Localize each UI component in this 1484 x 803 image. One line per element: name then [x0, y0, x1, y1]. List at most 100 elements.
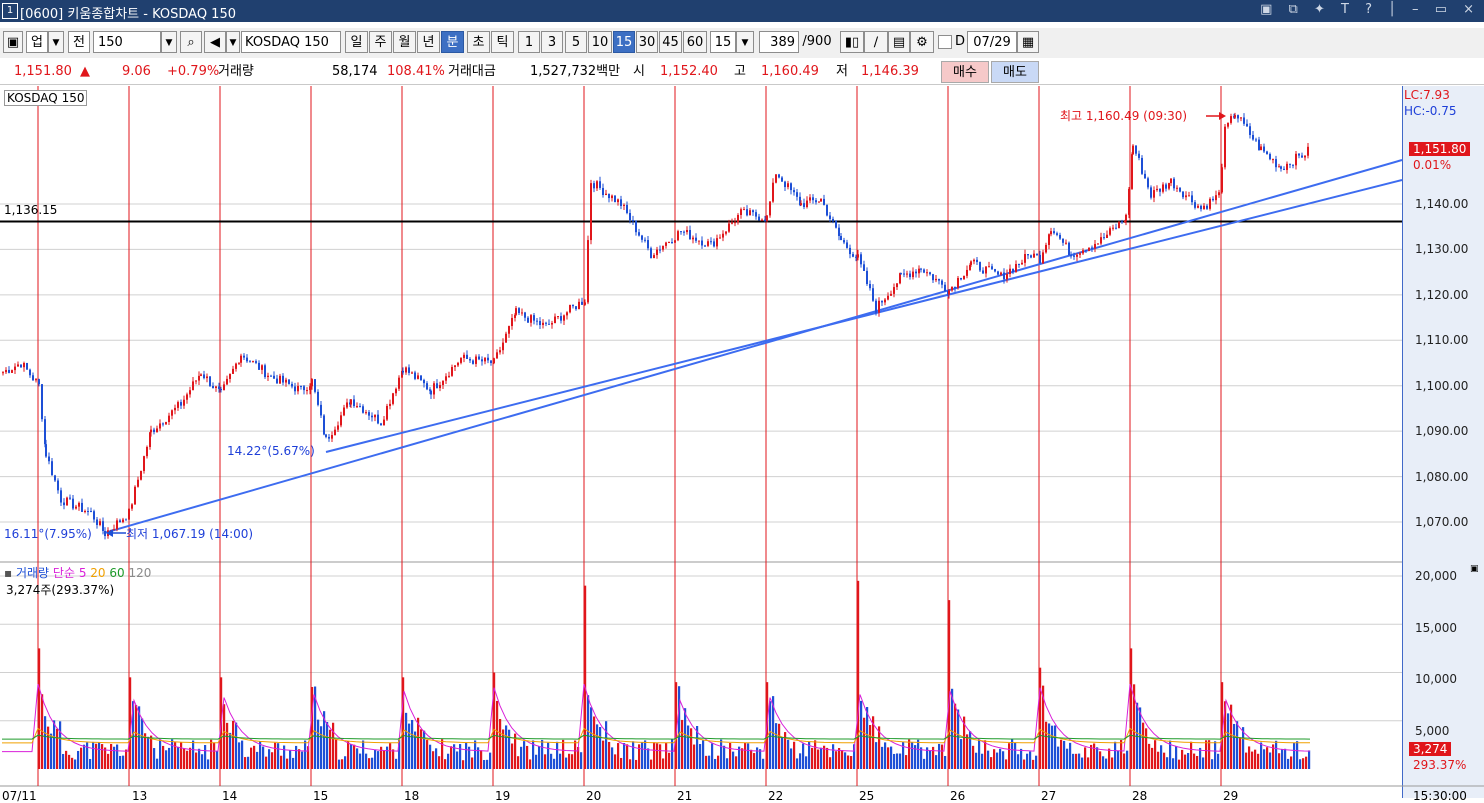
market-dropdown-icon[interactable]: ▼ — [48, 31, 64, 53]
minute-button[interactable]: 30 — [636, 31, 658, 53]
volume-bar — [778, 723, 781, 769]
open-label: 시 — [633, 64, 645, 79]
candle-body — [1103, 237, 1105, 239]
minute-button[interactable]: 45 — [659, 31, 682, 53]
candle-body — [60, 490, 62, 503]
volume-bar — [98, 742, 101, 769]
search-icon[interactable]: ⌕ — [180, 31, 202, 53]
candle-body — [1218, 192, 1220, 196]
candle-body — [710, 241, 712, 243]
volume-bar — [841, 750, 844, 769]
buy-button[interactable]: 매수 — [941, 61, 989, 83]
date-checkbox[interactable] — [938, 35, 952, 49]
volume-bar — [229, 732, 232, 769]
volume-bar — [1187, 752, 1190, 769]
candle-body — [146, 446, 148, 457]
candle-body — [1050, 231, 1052, 235]
trendline-tool-icon[interactable]: ∕ — [864, 31, 888, 53]
candle-body — [608, 193, 610, 199]
candle-body — [1062, 238, 1064, 243]
current-pct-tag: 0.01% — [1413, 158, 1452, 172]
gear-icon[interactable]: ⚙ — [910, 31, 934, 53]
candle-body — [772, 182, 774, 202]
volume-bar — [156, 758, 159, 769]
volume-ma60-line — [2, 734, 1311, 740]
minute-select[interactable]: 15 — [710, 31, 736, 53]
candle-body — [186, 394, 188, 400]
volume-bar — [1284, 748, 1287, 769]
volume-bar — [984, 740, 987, 769]
calendar-icon[interactable]: ▦ — [1017, 31, 1039, 53]
volume-bar — [1048, 723, 1051, 769]
candle-body — [542, 322, 544, 326]
date-input[interactable]: 07/29 — [967, 31, 1017, 53]
period-button[interactable]: 년 — [417, 31, 440, 53]
sound-icon[interactable]: ◀ — [204, 31, 226, 53]
volume-bar — [1208, 740, 1211, 769]
volume-bar — [350, 744, 353, 769]
volume-bar — [872, 716, 875, 769]
candle-body — [490, 360, 492, 364]
candle-body — [1131, 154, 1133, 189]
candle-body — [279, 375, 281, 384]
minute-button[interactable]: 5 — [565, 31, 587, 53]
volume-bar — [1035, 755, 1038, 769]
chart-menu-icon[interactable]: ▣ — [3, 31, 23, 53]
candle-body — [982, 270, 984, 274]
period-button[interactable]: 주 — [369, 31, 392, 53]
sell-button[interactable]: 매도 — [991, 61, 1039, 83]
volume-current-note: 3,274주(293.37%) — [6, 583, 115, 597]
period-button[interactable]: 분 — [441, 31, 464, 53]
volume-bar — [1099, 751, 1102, 769]
minute-button[interactable]: 1 — [518, 31, 540, 53]
candle-body — [469, 359, 471, 361]
period-button[interactable]: 초 — [467, 31, 490, 53]
volume-bar — [298, 749, 301, 769]
minute-dropdown-icon[interactable]: ▼ — [736, 31, 754, 53]
volume-bar — [301, 751, 304, 769]
volume-bar — [332, 722, 335, 769]
candle-body — [554, 316, 556, 324]
window-controls[interactable]: ▣ ⧉ ✦ T ? │ – ▭ × — [1260, 2, 1480, 17]
candle-body — [93, 511, 95, 520]
period-mode-button[interactable]: 전 — [68, 31, 90, 53]
candle-body — [1255, 139, 1257, 141]
period-button[interactable]: 월 — [393, 31, 416, 53]
candle-body — [764, 219, 766, 221]
volume-bar — [1287, 758, 1290, 769]
volume-bar — [1254, 749, 1257, 769]
market-select[interactable]: 업 — [26, 31, 48, 53]
volume-pane-close-icon[interactable]: ▣ — [1470, 564, 1479, 574]
candle-body — [177, 402, 179, 408]
candle-body — [1230, 116, 1232, 123]
candle-body — [973, 259, 975, 262]
volume-bar — [541, 739, 544, 769]
candle-body — [1128, 188, 1130, 215]
candle-body — [1045, 244, 1047, 253]
candle-body — [389, 403, 391, 406]
volume-bar — [480, 750, 483, 769]
price-pane-legend: KOSDAQ 150 — [4, 90, 88, 106]
volume-bar — [911, 742, 914, 769]
candle-body — [484, 357, 486, 362]
save-icon[interactable]: ▤ — [888, 31, 910, 53]
volume-bar — [875, 742, 878, 769]
volume-bar — [562, 739, 565, 769]
volume-bar — [1011, 739, 1014, 769]
volume-bar — [750, 749, 753, 769]
minute-button[interactable]: 3 — [541, 31, 563, 53]
minute-button[interactable]: 60 — [683, 31, 707, 53]
code-input[interactable]: 150 — [93, 31, 161, 53]
chart-area[interactable]: KOSDAQ 150 1,136.15 LC:7.93 HC:-0.75 1,1… — [0, 86, 1484, 803]
candle-body — [1070, 255, 1072, 257]
sound-dropdown-icon[interactable]: ▼ — [226, 31, 240, 53]
period-button[interactable]: 일 — [345, 31, 368, 53]
candle-body — [784, 181, 786, 188]
minute-button[interactable]: 15 — [613, 31, 635, 53]
minute-button[interactable]: 10 — [588, 31, 612, 53]
candle-type-icon[interactable]: ▮▯ — [840, 31, 864, 53]
period-button[interactable]: 틱 — [491, 31, 514, 53]
code-dropdown-icon[interactable]: ▼ — [161, 31, 177, 53]
count-input[interactable]: 389 — [759, 31, 799, 53]
chart-canvas[interactable] — [0, 86, 1484, 798]
